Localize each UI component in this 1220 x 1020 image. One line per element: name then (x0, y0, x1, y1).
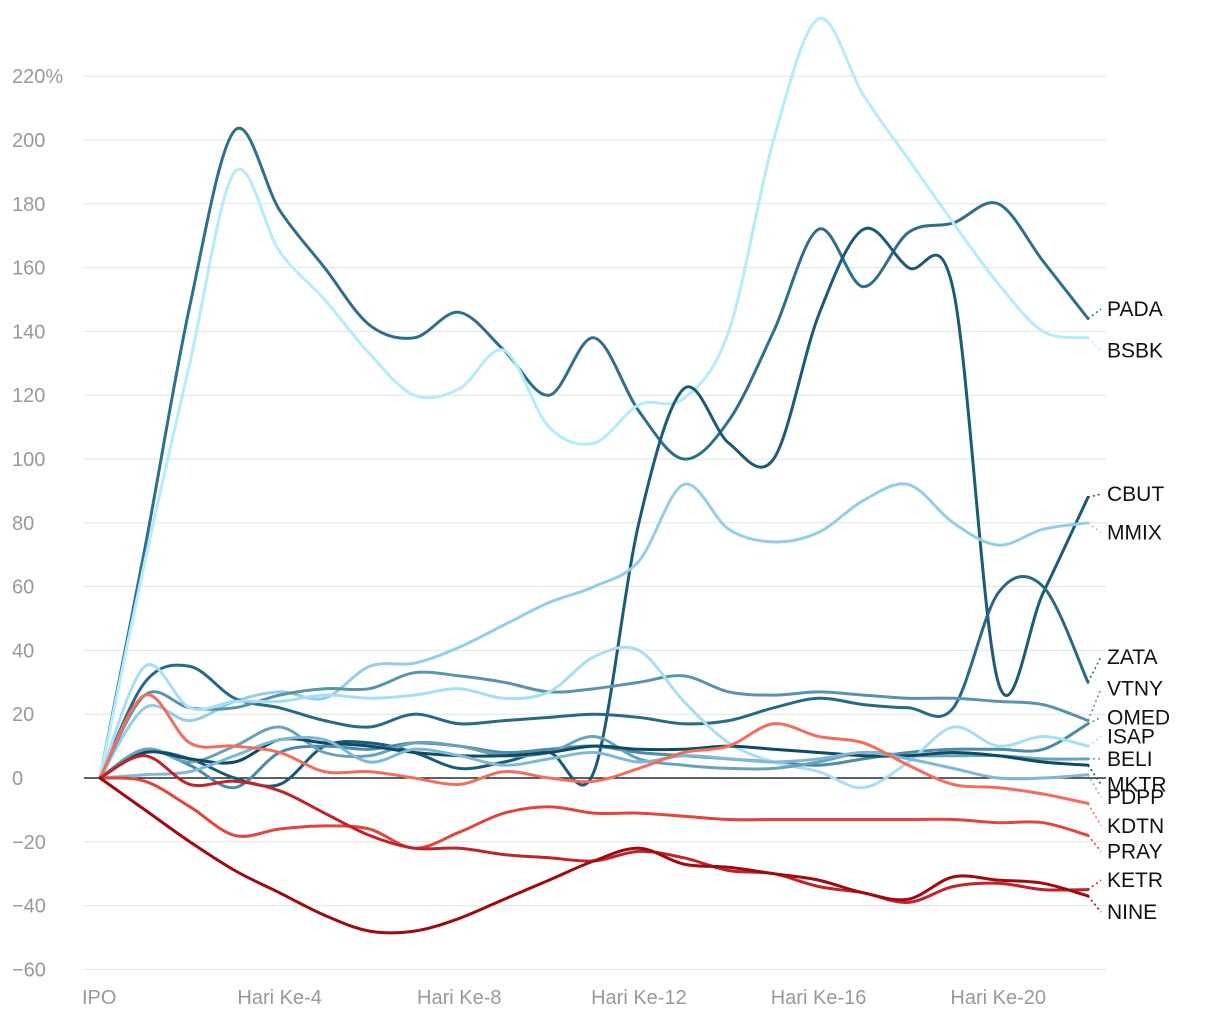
leader-cbut (1087, 493, 1102, 499)
y-tick-label: 180 (12, 194, 45, 216)
leader-pada (1087, 308, 1102, 320)
x-tick-label: Hari Ke-20 (950, 987, 1046, 1009)
y-tick-label: 140 (12, 321, 45, 343)
series-label-ketr: KETR (1107, 869, 1163, 892)
x-axis-ticks: IPO Hari Ke-4 Hari Ke-8 Hari Ke-12 Hari Ke-1… (82, 987, 1046, 1009)
y-tick-label: 200 (12, 130, 45, 152)
series-label-beli: BELI (1107, 748, 1153, 771)
series-label-pada: PADA (1107, 298, 1163, 321)
series-line-mmix (98, 482, 1090, 780)
series-line-pray (98, 776, 1090, 850)
x-tick-label: Hari Ke-12 (591, 987, 687, 1009)
series-label-isap: ISAP (1107, 726, 1155, 749)
series-label-mktr: MKTR (1107, 773, 1167, 796)
series-line-pada (98, 126, 1090, 780)
y-tick-label: 20 (12, 704, 34, 726)
y-axis-ticks: −60 −40 −20 0 20 40 60 80 100 120 140 160 180 200 220% (12, 66, 63, 981)
leader-mktr (1087, 764, 1102, 785)
series-label-pdpp: PDPP (1107, 786, 1164, 809)
x-tick-label: Hari Ke-8 (417, 987, 501, 1009)
leader-mmix (1087, 522, 1102, 534)
series-line-pdpp (98, 735, 1090, 781)
series-line-mktr (98, 737, 1090, 780)
leader-ketr (1087, 879, 1102, 891)
leader-kdtn (1087, 803, 1102, 827)
series-line-kdtn (98, 693, 1090, 805)
y-tick-label: 0 (12, 768, 23, 790)
series-line-bsbk (98, 16, 1090, 780)
series-label-cbut: CBUT (1107, 483, 1164, 506)
leader-omed (1087, 716, 1102, 725)
series-line-zata (98, 575, 1090, 780)
series-label-bsbk: BSBK (1107, 340, 1163, 363)
leader-nine (1087, 895, 1102, 913)
y-tick-label: −40 (12, 896, 46, 918)
x-tick-label: Hari Ke-4 (237, 987, 321, 1009)
leader-bsbk (1087, 337, 1102, 352)
y-tick-label: 80 (12, 513, 34, 535)
series-label-nine: NINE (1107, 901, 1157, 924)
leader-pdpp (1087, 774, 1102, 798)
leader-isap (1087, 735, 1102, 747)
y-tick-label: 60 (12, 577, 34, 599)
series-label-omed: OMED (1107, 706, 1170, 729)
series-line-nine (98, 776, 1090, 935)
series-line-cbut (98, 226, 1090, 788)
y-tick-label: 120 (12, 385, 45, 407)
y-tick-label: −20 (12, 832, 46, 854)
y-tick-label: −60 (12, 959, 46, 981)
series-labels: PADA BSBK CBUT MMIX ZATA VTNY OMEDISAPBELIMKTR… (1087, 298, 1170, 924)
series-line-vtny (98, 670, 1090, 780)
y-tick-label: 160 (12, 258, 45, 280)
leader-pray (1087, 834, 1102, 852)
x-tick-label: IPO (82, 987, 116, 1009)
series-label-pray: PRAY (1107, 840, 1163, 863)
y-tick-label: 100 (12, 449, 45, 471)
series-label-kdtn: KDTN (1107, 815, 1164, 838)
leader-vtny (1087, 688, 1102, 721)
x-tick-label: Hari Ke-16 (771, 987, 867, 1009)
series-lines (98, 16, 1090, 935)
y-tick-label: 40 (12, 640, 34, 662)
leader-zata (1087, 656, 1102, 683)
series-label-vtny: VTNY (1107, 678, 1163, 701)
series-label-mmix: MMIX (1107, 521, 1162, 544)
series-label-zata: ZATA (1107, 646, 1158, 669)
y-tick-label: 220% (12, 66, 63, 88)
